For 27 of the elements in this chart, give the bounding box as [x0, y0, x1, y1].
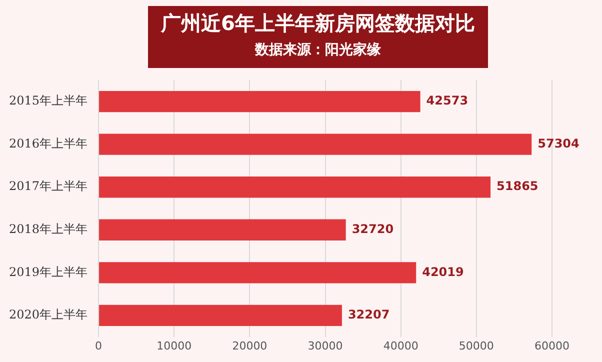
y-tick-label: 2017年上半年: [8, 179, 88, 194]
data-label: 51865: [496, 179, 538, 194]
y-tick-label: 2016年上半年: [8, 136, 88, 150]
y-tick-label: 2018年上半年: [8, 222, 88, 236]
y-tick-label: 2019年上半年: [8, 264, 88, 279]
x-tick-label: 10000: [156, 339, 192, 352]
x-tick-label: 50000: [458, 339, 494, 352]
bar: [99, 262, 416, 284]
chart-title: 广州近6年上半年新房网签数据对比: [160, 10, 476, 37]
bar: [99, 304, 342, 326]
data-label: 32207: [348, 308, 390, 322]
bar: [99, 134, 532, 155]
y-tick-label: 2015年上半年: [8, 94, 88, 108]
data-label: 42019: [422, 264, 464, 279]
bar: [99, 176, 491, 198]
x-tick-label: 40000: [383, 339, 418, 352]
chart-subtitle: 数据来源：阳光家缘: [254, 41, 382, 59]
x-tick-label: 30000: [308, 339, 343, 352]
data-label: 32720: [352, 222, 394, 236]
x-tick-label: 0: [95, 339, 102, 352]
x-tick-label: 60000: [534, 339, 570, 352]
data-label: 42573: [426, 94, 468, 108]
y-tick-label: 2020年上半年: [8, 308, 88, 322]
bar: [99, 91, 420, 112]
x-tick-label: 20000: [232, 339, 268, 352]
bar: [99, 219, 346, 240]
data-label: 57304: [538, 136, 580, 150]
